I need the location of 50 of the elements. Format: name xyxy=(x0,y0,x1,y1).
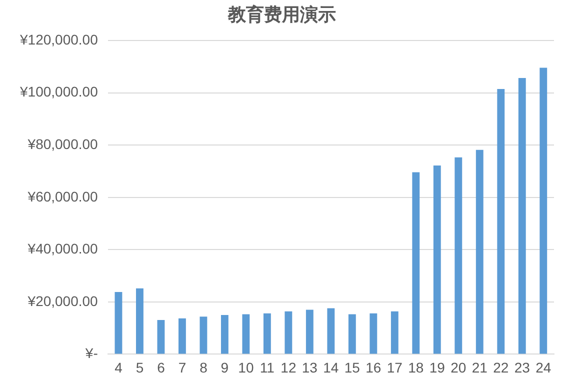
y-tick-label: ¥40,000.00 xyxy=(26,240,98,257)
bar xyxy=(476,150,484,354)
x-tick-label: 18 xyxy=(408,359,424,376)
y-tick-label: ¥80,000.00 xyxy=(26,136,98,152)
bar xyxy=(136,288,144,354)
bar xyxy=(178,318,186,354)
bar xyxy=(114,292,122,354)
bar xyxy=(412,172,420,354)
y-tick-label: ¥60,000.00 xyxy=(26,188,98,204)
bar xyxy=(433,166,441,354)
x-tick-label: 8 xyxy=(200,359,208,376)
x-tick-label: 6 xyxy=(157,359,166,376)
x-tick-label: 4 xyxy=(114,359,123,376)
bar xyxy=(157,320,165,354)
x-tick-label: 13 xyxy=(302,359,318,376)
bar xyxy=(390,311,398,354)
x-tick-label: 22 xyxy=(493,359,509,376)
x-tick-label: 21 xyxy=(472,359,488,376)
bar xyxy=(263,313,271,354)
bar xyxy=(284,311,292,354)
bar xyxy=(327,308,335,354)
x-tick-label: 24 xyxy=(536,359,552,376)
bar xyxy=(306,310,314,354)
x-tick-label: 12 xyxy=(280,359,296,376)
x-tick-label: 14 xyxy=(323,359,339,376)
x-tick-label: 11 xyxy=(260,359,275,376)
x-tick-label: 16 xyxy=(366,359,382,376)
y-tick-label: ¥20,000.00 xyxy=(26,292,98,309)
bar xyxy=(454,157,462,354)
bar xyxy=(497,88,505,354)
x-tick-label: 17 xyxy=(386,359,403,376)
x-tick-label: 5 xyxy=(136,359,144,376)
bar xyxy=(242,314,250,354)
x-tick-label: 9 xyxy=(220,359,229,376)
y-tick-label: ¥120,000.00 xyxy=(18,31,98,48)
y-tick-label: ¥100,000.00 xyxy=(18,84,98,100)
x-tick-label: 10 xyxy=(238,359,254,376)
chart-title: 教育费用演示 xyxy=(227,3,336,26)
bar xyxy=(220,315,228,354)
bar xyxy=(348,314,356,354)
bar xyxy=(370,313,378,354)
bar xyxy=(540,68,548,354)
bar xyxy=(518,78,526,354)
x-tick-label: 7 xyxy=(178,359,186,376)
x-tick-label: 15 xyxy=(344,359,360,376)
bar xyxy=(200,316,208,354)
x-tick-label: 19 xyxy=(429,359,446,376)
x-tick-label: 20 xyxy=(450,359,466,376)
y-tick-label: ¥- xyxy=(84,345,98,362)
x-tick-label: 23 xyxy=(514,359,530,376)
